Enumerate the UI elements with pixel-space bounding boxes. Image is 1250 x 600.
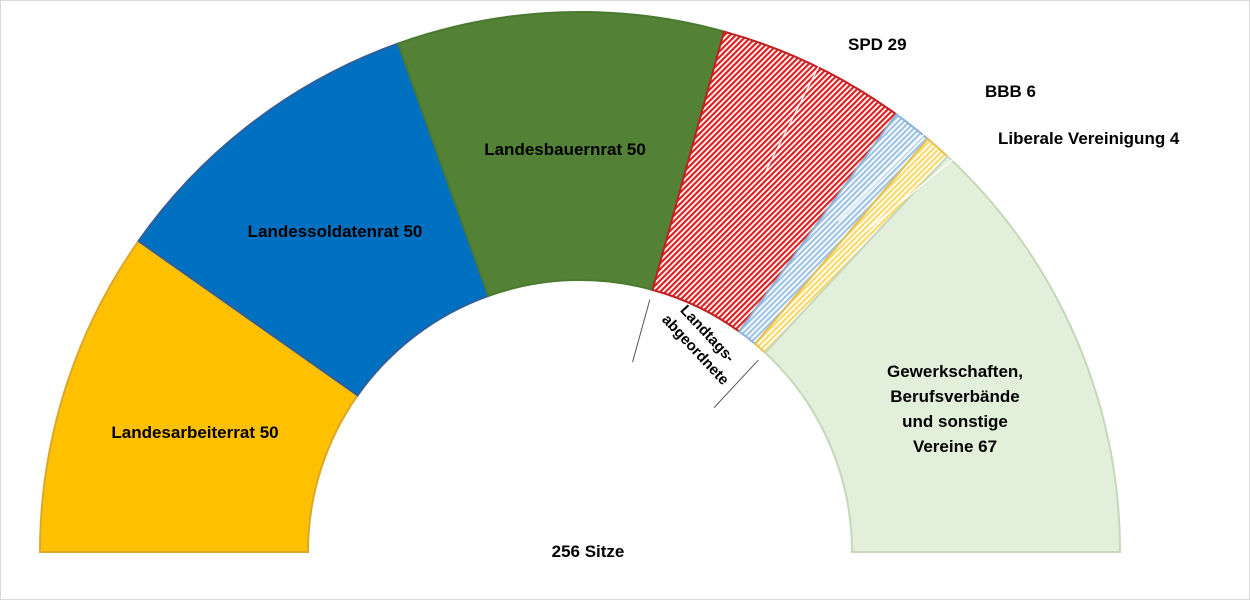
label-landessoldatenrat: Landessoldatenrat 50 (248, 222, 423, 241)
group-bracket-line-0 (632, 299, 651, 363)
chart-slices (38, 11, 1122, 553)
group-bracket-line-1 (713, 359, 759, 409)
label-landesarbeiterrat: Landesarbeiterrat 50 (111, 423, 278, 442)
label-liberale: Liberale Vereinigung 4 (998, 129, 1180, 148)
label-bbb: BBB 6 (985, 82, 1036, 101)
total-seats-label: 256 Sitze (552, 542, 625, 561)
label-gewerkschaften-line-0: Gewerkschaften, (887, 362, 1023, 381)
slice-0 (38, 239, 360, 553)
label-liberale-leader (857, 136, 981, 238)
label-gewerkschaften-line-3: Vereine 67 (913, 437, 997, 456)
slice-1 (137, 42, 490, 397)
label-spd-leader (763, 43, 831, 175)
chart-leader-lines (632, 43, 981, 409)
label-gewerkschaften-line-2: und sonstige (902, 412, 1008, 431)
slice-2 (396, 11, 726, 298)
label-gewerkschaften-line-1: Berufsverbände (890, 387, 1019, 406)
label-spd: SPD 29 (848, 35, 907, 54)
slice-6 (763, 154, 1122, 553)
label-bbb-leader (837, 90, 968, 222)
label-landesbauernrat: Landesbauernrat 50 (484, 140, 646, 159)
